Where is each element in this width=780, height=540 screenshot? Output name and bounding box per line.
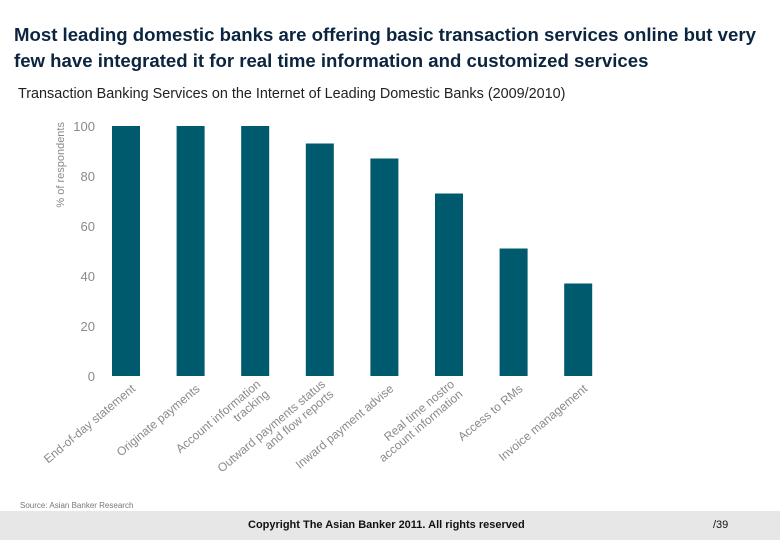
bar [176,126,205,376]
category-label: Access to RMs [455,382,525,444]
category-label: Outward payments statusand flow reports [215,377,337,485]
bar [435,193,463,376]
bar-chart: 0 20 40 60 80 100 % of respondents End-of-day … [41,119,593,485]
source-note: Source: Asian Banker Research [20,501,134,510]
y-axis-label: % of respondents [55,122,67,208]
bar [564,283,593,376]
category-label-line: Access to RMs [455,382,525,444]
bars [112,126,593,376]
page-number: /39 [713,519,729,531]
copyright-text: Copyright The Asian Banker 2011. All rig… [248,519,525,531]
y-tick-label: 80 [81,169,95,184]
bar [499,248,528,376]
y-tick-label: 0 [88,369,95,384]
footer-bar: Copyright The Asian Banker 2011. All rig… [0,511,780,540]
bar [305,143,334,376]
bar [370,158,399,376]
bar [241,126,270,376]
y-tick-label: 40 [81,269,95,284]
slide-headline: Most leading domestic banks are offering… [14,24,756,71]
y-tick-label: 100 [73,119,95,134]
y-tick-label: 60 [81,219,95,234]
y-tick-label: 20 [81,319,95,334]
y-axis: 0 20 40 60 80 100 % of respondents [55,119,95,384]
chart-title: Transaction Banking Services on the Inte… [18,86,566,102]
bar [112,126,140,376]
